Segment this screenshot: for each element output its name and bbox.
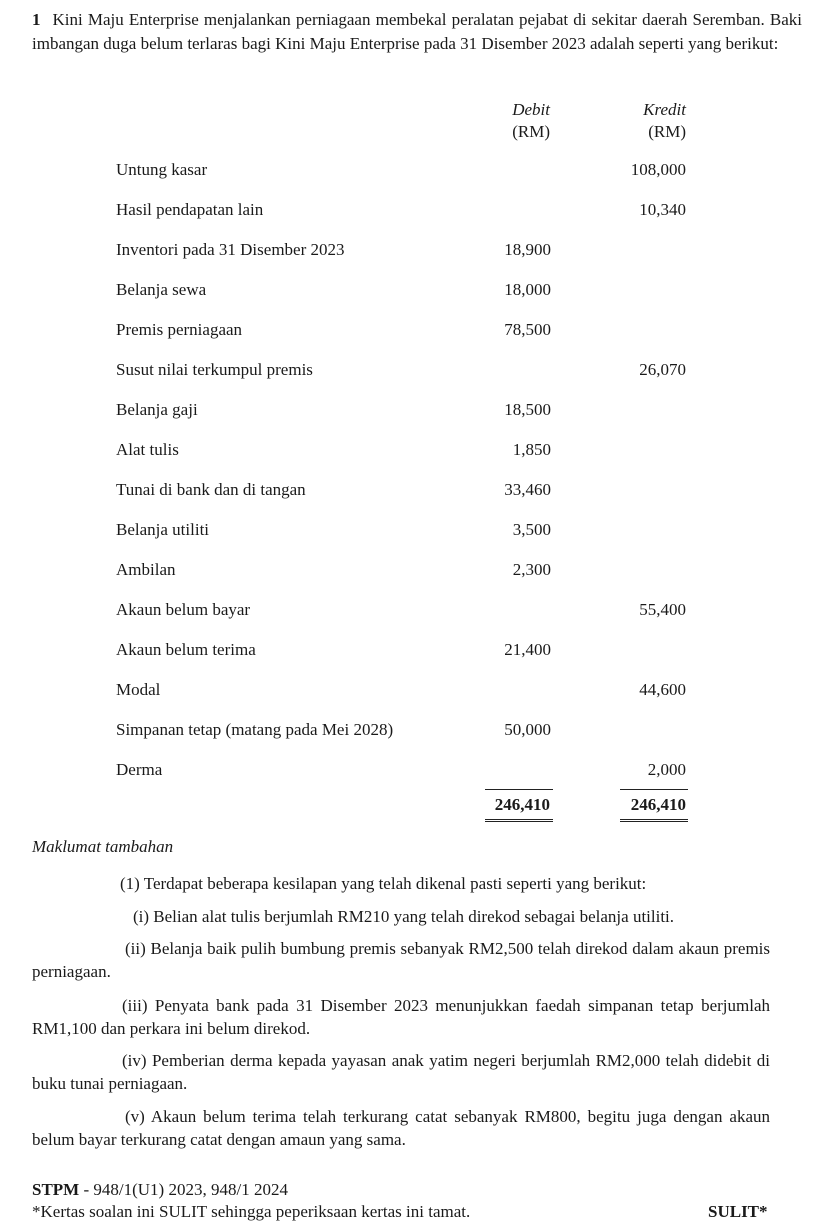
row-item: Belanja gaji bbox=[116, 400, 198, 419]
table-row: Tunai di bank dan di tangan 33,460 bbox=[116, 480, 686, 502]
row-item: Belanja utiliti bbox=[116, 520, 210, 539]
note-label: (ii) bbox=[125, 939, 146, 958]
row-item: Untung kasar bbox=[116, 160, 208, 179]
table-row: Hasil pendapatan lain 10,340 bbox=[116, 200, 686, 222]
debit-total-rule bbox=[485, 789, 553, 790]
row-debit: 18,000 bbox=[504, 280, 551, 299]
row-credit: 2,000 bbox=[647, 760, 686, 779]
note-text: Penyata bank pada 31 Disember 2023 menun… bbox=[32, 996, 770, 1038]
credit-total: 246,410 bbox=[630, 795, 686, 814]
question-intro: 1 Kini Maju Enterprise menjalankan pernia… bbox=[32, 8, 802, 55]
table-row: Modal 44,600 bbox=[116, 680, 686, 702]
note-item: (v) Akaun belum terima telah terkurang c… bbox=[32, 1105, 770, 1151]
table-row: Derma 2,000 bbox=[116, 760, 686, 782]
note-text: Pemberian derma kepada yayasan anak yati… bbox=[32, 1051, 770, 1093]
row-credit: 55,400 bbox=[639, 600, 686, 619]
table-row: Simpanan tetap (matang pada Mei 2028) 50,… bbox=[116, 720, 686, 742]
row-debit: 50,000 bbox=[504, 720, 551, 739]
exam-code: STPM - 948/1(U1) 2023, 948/1 2024 bbox=[32, 1180, 288, 1200]
row-item: Inventori pada 31 Disember 2023 bbox=[116, 240, 345, 259]
row-debit: 1,850 bbox=[512, 440, 551, 459]
row-debit: 18,900 bbox=[504, 240, 551, 259]
credit-total-rule bbox=[620, 789, 688, 790]
table-row: Belanja sewa 18,000 bbox=[116, 280, 686, 302]
note-item: (i) Belian alat tulis berjumlah RM210 ya… bbox=[32, 905, 770, 928]
note-text: Akaun belum terima telah terkurang catat… bbox=[32, 1107, 771, 1149]
table-row: Premis perniagaan 78,500 bbox=[116, 320, 686, 342]
row-item: Belanja sewa bbox=[116, 280, 207, 299]
row-item: Hasil pendapatan lain bbox=[116, 200, 264, 219]
note-item: (iii) Penyata bank pada 31 Disember 2023… bbox=[32, 994, 770, 1040]
row-credit: 108,000 bbox=[630, 160, 686, 179]
row-debit: 2,300 bbox=[512, 560, 551, 579]
additional-info-heading: Maklumat tambahan bbox=[32, 837, 174, 856]
debit-header: Debit bbox=[512, 100, 550, 119]
additional-info-intro: (1) Terdapat beberapa kesilapan yang tel… bbox=[120, 874, 646, 894]
note-label: (i) bbox=[133, 907, 150, 926]
table-row: Belanja gaji 18,500 bbox=[116, 400, 686, 422]
row-item: Derma bbox=[116, 760, 163, 779]
note-label: (v) bbox=[125, 1107, 145, 1126]
note-label: (iv) bbox=[122, 1051, 147, 1070]
note-item: (ii) Belanja baik pulih bumbung premis s… bbox=[32, 937, 770, 983]
classification-label: SULIT* bbox=[708, 1202, 768, 1221]
table-row: Susut nilai terkumpul premis 26,070 bbox=[116, 360, 686, 382]
confidential-notice: *Kertas soalan ini SULIT sehingga peperi… bbox=[32, 1202, 471, 1221]
note-text: Belanja baik pulih bumbung premis sebany… bbox=[32, 939, 771, 981]
credit-header: Kredit bbox=[643, 100, 686, 119]
row-credit: 26,070 bbox=[639, 360, 686, 379]
row-debit: 33,460 bbox=[504, 480, 551, 499]
table-row: Untung kasar 108,000 bbox=[116, 160, 686, 182]
row-credit: 44,600 bbox=[639, 680, 686, 699]
table-row: Inventori pada 31 Disember 2023 18,900 bbox=[116, 240, 686, 262]
row-item: Modal bbox=[116, 680, 161, 699]
row-item: Alat tulis bbox=[116, 440, 179, 459]
table-row: Alat tulis 1,850 bbox=[116, 440, 686, 462]
row-debit: 3,500 bbox=[512, 520, 551, 539]
table-row: Akaun belum bayar 55,400 bbox=[116, 600, 686, 622]
row-item: Simpanan tetap (matang pada Mei 2028) bbox=[116, 720, 394, 739]
exam-code-rest: - 948/1(U1) 2023, 948/1 2024 bbox=[79, 1180, 288, 1199]
note-label: (iii) bbox=[122, 996, 148, 1015]
question-number: 1 bbox=[32, 10, 41, 29]
row-item: Akaun belum terima bbox=[116, 640, 256, 659]
intro-text: Terdapat beberapa kesilapan yang telah d… bbox=[143, 874, 647, 893]
table-row: Ambilan 2,300 bbox=[116, 560, 686, 582]
note-item: (iv) Pemberian derma kepada yayasan anak… bbox=[32, 1049, 770, 1095]
debit-unit: (RM) bbox=[512, 122, 550, 141]
row-debit: 21,400 bbox=[504, 640, 551, 659]
intro-label: (1) bbox=[120, 874, 140, 893]
question-text: Kini Maju Enterprise menjalankan perniag… bbox=[32, 10, 802, 53]
row-item: Ambilan bbox=[116, 560, 176, 579]
note-text: Belian alat tulis berjumlah RM210 yang t… bbox=[153, 907, 675, 926]
credit-unit: (RM) bbox=[648, 122, 686, 141]
table-row: Belanja utiliti 3,500 bbox=[116, 520, 686, 542]
row-item: Susut nilai terkumpul premis bbox=[116, 360, 313, 379]
exam-code-bold: STPM bbox=[32, 1180, 80, 1199]
debit-total: 246,410 bbox=[494, 795, 550, 814]
row-credit: 10,340 bbox=[639, 200, 686, 219]
debit-double-rule bbox=[485, 819, 553, 822]
row-debit: 78,500 bbox=[504, 320, 551, 339]
credit-double-rule bbox=[620, 819, 688, 822]
row-item: Tunai di bank dan di tangan bbox=[116, 480, 306, 499]
row-item: Akaun belum bayar bbox=[116, 600, 251, 619]
table-row: Akaun belum terima 21,400 bbox=[116, 640, 686, 662]
row-item: Premis perniagaan bbox=[116, 320, 243, 339]
row-debit: 18,500 bbox=[504, 400, 551, 419]
